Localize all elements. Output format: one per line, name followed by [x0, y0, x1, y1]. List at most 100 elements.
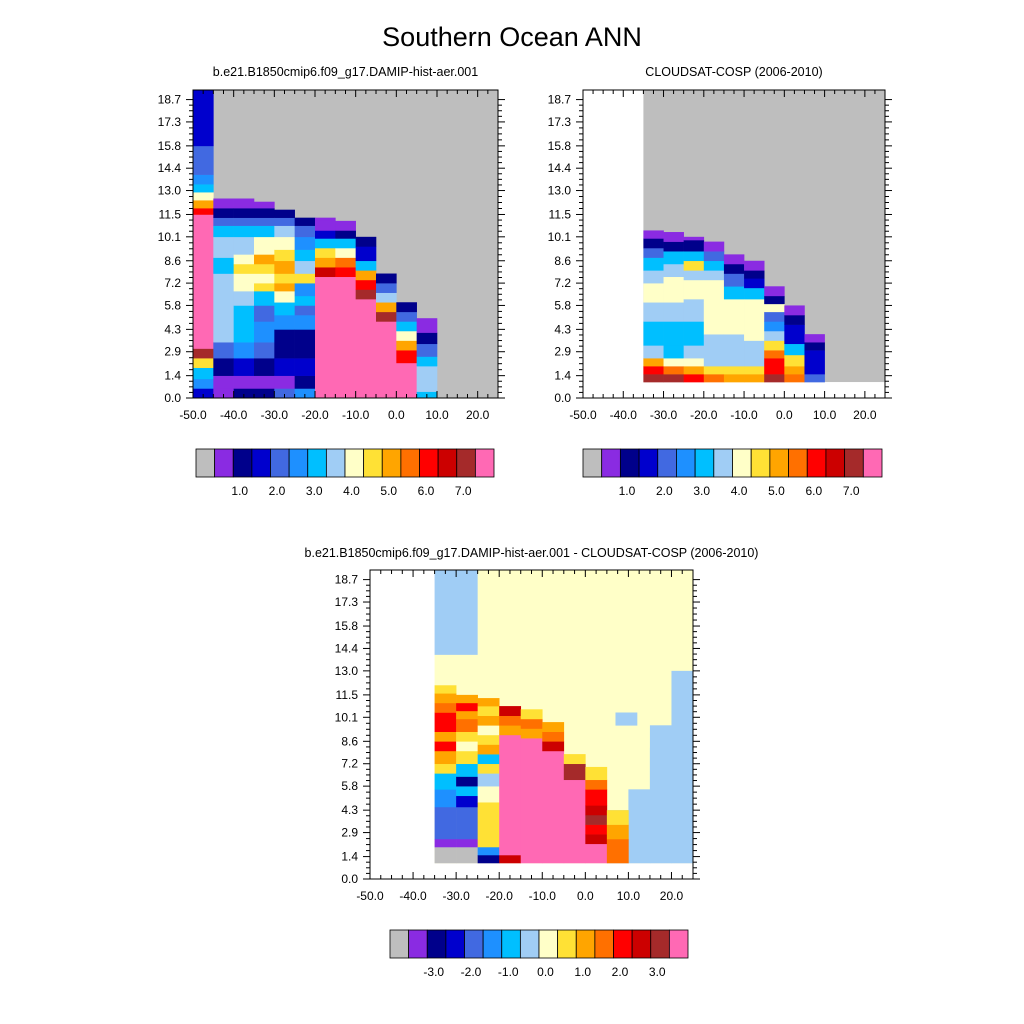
heatmap-cell — [764, 350, 785, 359]
heatmap-cell — [376, 302, 397, 313]
colorbar-label: -3.0 — [423, 965, 444, 979]
colorbar-swatch — [713, 448, 733, 478]
colorbar-label: -1.0 — [498, 965, 519, 979]
heatmap-cell — [233, 217, 255, 226]
heatmap-cell — [804, 374, 825, 383]
heatmap-cell — [193, 174, 214, 185]
heatmap-cell — [663, 366, 684, 375]
colorbar-swatch — [426, 929, 447, 959]
x-tick-label: 0.0 — [776, 408, 793, 422]
heatmap-cell — [683, 374, 705, 383]
heatmap-cell — [744, 260, 765, 271]
heatmap-cell — [254, 217, 275, 226]
heatmap-cell — [233, 198, 255, 209]
heatmap-cell — [294, 305, 316, 316]
heatmap-cell — [703, 374, 725, 383]
heatmap-cell — [213, 225, 234, 238]
heatmap-cell — [193, 90, 214, 147]
heatmap-cell — [274, 225, 295, 238]
heatmap-cell — [213, 273, 234, 343]
y-tick-label: 4.3 — [164, 322, 181, 336]
colorbar-swatch — [619, 448, 640, 478]
heatmap-cell — [396, 340, 417, 351]
colorbar-swatch — [582, 448, 603, 478]
x-tick-label: -20.0 — [690, 408, 718, 422]
heatmap-cell — [703, 251, 725, 262]
heatmap-cell — [434, 806, 457, 840]
y-tick-label: 8.6 — [554, 254, 571, 268]
heatmap-cell — [723, 286, 745, 300]
colorbar-swatch — [825, 448, 846, 478]
heatmap-cell — [542, 750, 565, 864]
heatmap-cell — [585, 834, 608, 845]
heatmap-cell — [663, 374, 684, 383]
colorbar-label: 1.0 — [574, 965, 591, 979]
heatmap-cell — [643, 358, 664, 367]
heatmap-cell — [434, 702, 457, 713]
heatmap-cell — [213, 236, 234, 258]
heatmap-cell — [643, 283, 664, 303]
heatmap-cell — [456, 776, 478, 787]
heatmap-cell — [376, 321, 397, 399]
heatmap-cell — [723, 263, 745, 274]
x-tick-label: -30.0 — [650, 408, 678, 422]
y-tick-label: 14.4 — [335, 641, 359, 655]
heatmap-cell — [499, 706, 522, 716]
x-tick-label: 0.0 — [577, 889, 594, 903]
heatmap-cell — [784, 305, 805, 316]
colorbar-swatch — [214, 448, 234, 478]
heatmap-cell — [335, 276, 356, 399]
heatmap-cell — [744, 278, 765, 289]
heatmap-cell — [703, 260, 725, 271]
colorbar-label: 7.0 — [843, 484, 860, 498]
heatmap-cell — [663, 321, 684, 346]
y-tick-label: 5.8 — [164, 298, 181, 312]
heatmap-cell — [274, 329, 295, 359]
heatmap-cell — [499, 854, 522, 864]
heatmap-cell — [315, 267, 336, 278]
heatmap-cell — [477, 754, 500, 765]
colorbar-swatch — [482, 929, 503, 959]
heatmap-cell — [744, 287, 765, 300]
x-tick-label: -30.0 — [442, 889, 470, 903]
colorbar-swatch — [788, 448, 808, 478]
heatmap-cell — [213, 217, 234, 226]
y-tick-label: 2.9 — [164, 345, 181, 359]
y-tick-label: 15.8 — [335, 619, 359, 633]
heatmap-cell — [254, 225, 275, 238]
heatmap-cell — [274, 358, 295, 376]
colorbar-swatch — [575, 929, 596, 959]
heatmap-cell — [663, 232, 684, 242]
heatmap-cell — [233, 236, 255, 255]
heatmap-cell — [233, 388, 255, 399]
colorbar-swatch — [456, 448, 476, 478]
y-tick-label: 18.7 — [158, 93, 182, 107]
colorbar-label: 1.0 — [231, 484, 248, 498]
y-tick-label: 7.2 — [554, 276, 571, 290]
heatmap-cell — [606, 824, 629, 840]
heatmap-cell — [274, 388, 295, 399]
colorbar-swatch — [769, 448, 789, 478]
heatmap-cell — [396, 302, 417, 313]
heatmap-cell — [456, 846, 478, 864]
heatmap-cell — [396, 321, 417, 332]
y-tick-label: 18.7 — [335, 573, 359, 587]
colorbar-label: 3.0 — [306, 484, 323, 498]
heatmap-cell — [355, 279, 377, 290]
y-tick-label: 8.6 — [341, 734, 358, 748]
heatmap-cell — [744, 366, 765, 375]
heatmap-cell — [355, 260, 377, 271]
plots-container: b.e21.B1850cmip6.f09_g17.DAMIP-hist-aer.… — [158, 65, 892, 979]
x-tick-label: -40.0 — [220, 408, 248, 422]
x-tick-label: -10.0 — [342, 408, 370, 422]
y-tick-label: 0.0 — [554, 391, 571, 405]
y-tick-label: 1.4 — [341, 850, 358, 864]
heatmap-cell — [416, 332, 438, 345]
heatmap-cell — [335, 247, 356, 258]
y-tick-label: 18.7 — [548, 93, 572, 107]
heatmap-cell — [294, 329, 316, 359]
heatmap-cell — [804, 342, 825, 351]
heatmap-cell — [193, 214, 214, 349]
heatmap-cell — [274, 273, 295, 284]
heatmap-cell — [683, 240, 705, 252]
